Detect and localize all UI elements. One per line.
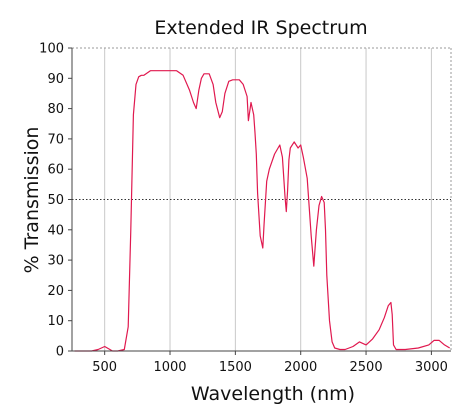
chart-title: Extended IR Spectrum (154, 17, 367, 39)
y-tick-label: 70 (47, 132, 64, 147)
transmission-curve (74, 70, 451, 352)
y-tick-label: 60 (47, 163, 64, 178)
y-tick-label: 90 (47, 72, 64, 87)
x-tick-label: 2500 (350, 360, 383, 375)
tick-labels: 0 10 20 30 40 50 60 70 80 90 100 500 1000 1500 2000 250… (39, 42, 448, 376)
y-tick-label: 0 (56, 345, 64, 360)
y-tick-label: 50 (47, 193, 64, 208)
y-tick-label: 30 (47, 254, 64, 269)
y-tick-label: 10 (47, 314, 64, 329)
x-axis-label: Wavelength (nm) (191, 383, 355, 404)
x-tick-label: 3000 (415, 360, 448, 375)
x-tick-label: 1000 (153, 360, 186, 375)
x-tick-label: 1500 (219, 360, 252, 375)
x-tick-label: 500 (92, 360, 117, 375)
axes (68, 47, 452, 355)
series-group (74, 70, 451, 352)
y-tick-label: 100 (39, 42, 64, 57)
x-tick-label: 2000 (284, 360, 317, 375)
y-tick-label: 20 (47, 284, 64, 299)
y-tick-label: 40 (47, 223, 64, 238)
y-tick-label: 80 (47, 102, 64, 117)
y-axis-label: % Transmission (21, 127, 43, 274)
